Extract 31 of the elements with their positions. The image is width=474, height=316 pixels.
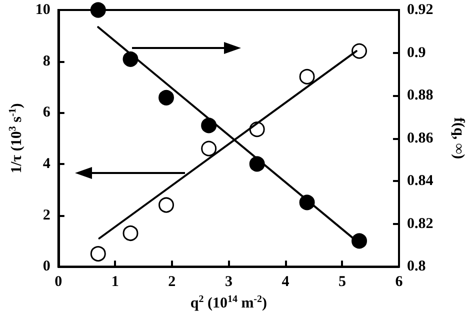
point xyxy=(352,43,368,59)
point xyxy=(158,90,174,106)
x-tick-label: 3 xyxy=(224,274,232,290)
y2-tick-label: 0.88 xyxy=(407,88,434,104)
x-tick-label: 4 xyxy=(282,274,290,290)
y-tick-label: 6 xyxy=(42,104,51,121)
y2-tick-label: 0.82 xyxy=(407,216,434,232)
point xyxy=(352,233,368,249)
point xyxy=(299,68,315,84)
y2-tick-label: 0.84 xyxy=(407,173,434,190)
y2-axis-title: f(q, ∞) xyxy=(450,118,466,160)
point xyxy=(201,140,217,156)
x-tick-label: 6 xyxy=(395,274,404,290)
y-tick-label: 0 xyxy=(42,258,50,275)
y2-tick-label: 0.9 xyxy=(407,44,426,61)
x-tick-label: 1 xyxy=(111,274,119,290)
y-tick-label: 2 xyxy=(42,207,50,224)
point xyxy=(158,197,174,213)
x-tick-label: 5 xyxy=(338,274,346,290)
y2-tick-label: 0.86 xyxy=(407,130,434,146)
point xyxy=(122,225,138,241)
x-tick-label: 2 xyxy=(168,274,176,290)
y2-tick-label: 0.92 xyxy=(407,2,434,18)
y-axis-title: 1/τ (103 s-1) xyxy=(8,103,25,174)
y2-tick-label: 0.8 xyxy=(407,258,426,275)
point xyxy=(90,2,106,18)
y-tick-label: 8 xyxy=(42,53,50,70)
point xyxy=(90,246,106,262)
y-tick-label: 10 xyxy=(35,2,50,18)
x-tick-label: 0 xyxy=(54,274,62,290)
y-tick-label: 4 xyxy=(42,156,51,172)
